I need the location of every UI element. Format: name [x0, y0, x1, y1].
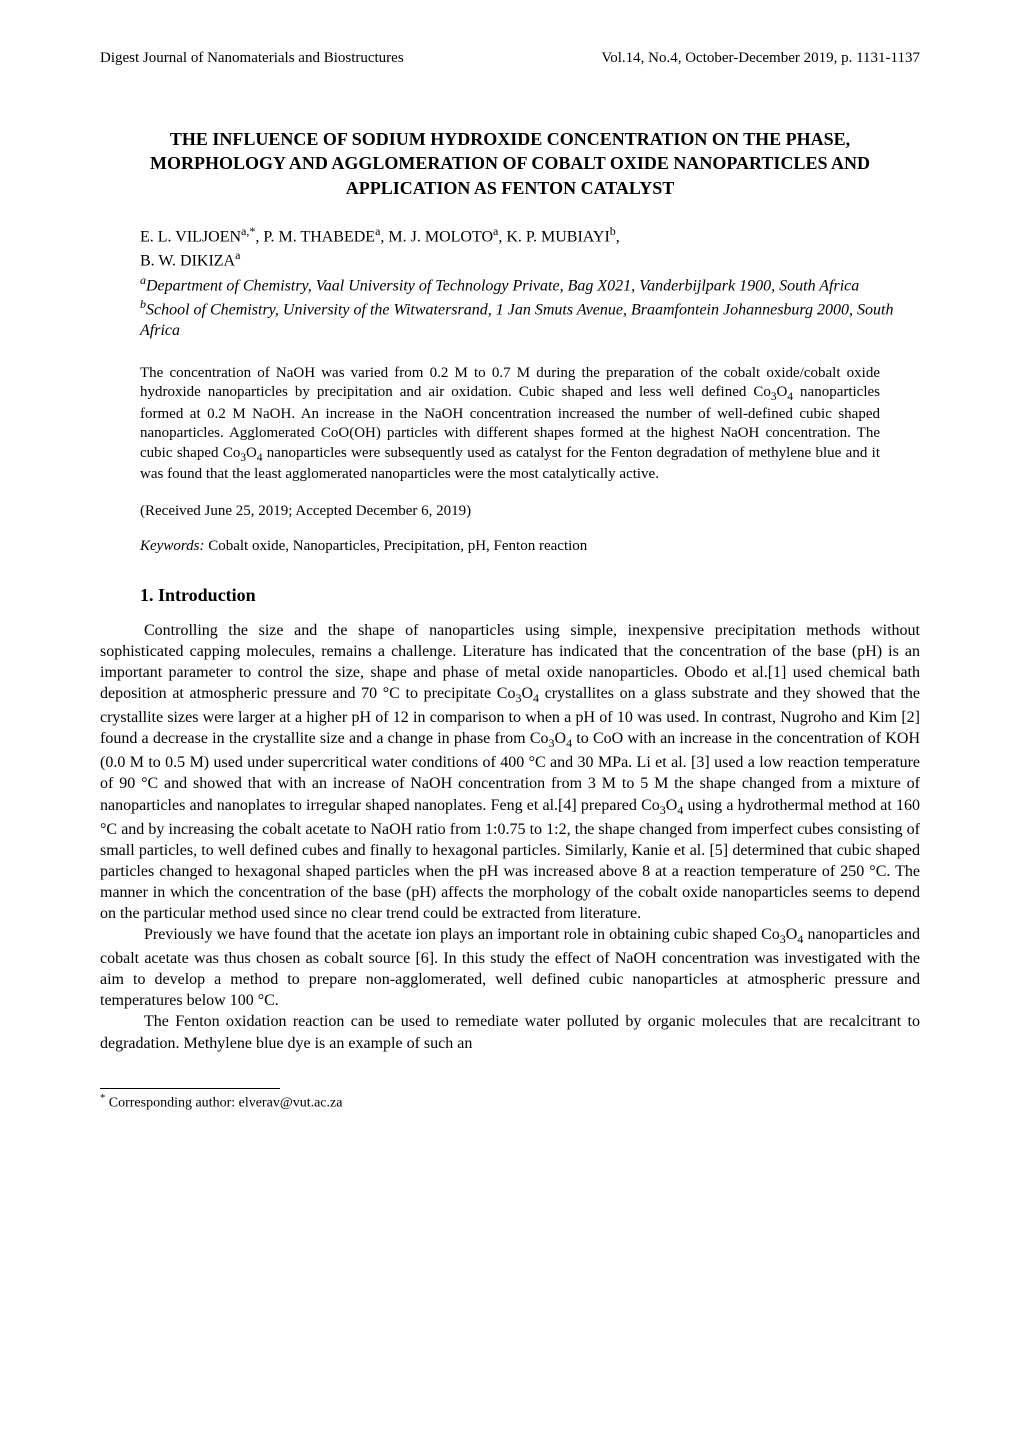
keywords-text: Cobalt oxide, Nanoparticles, Precipitati…	[204, 538, 587, 554]
footnote: * Corresponding author: elverav@vut.ac.z…	[100, 1093, 920, 1112]
keywords-label: Keywords:	[140, 538, 204, 554]
affil-b-text: School of Chemistry, University of the W…	[140, 301, 894, 339]
affil-sup: a	[235, 248, 240, 262]
author-dikiza: B. W. DIKIZA	[140, 253, 235, 270]
o-sym: O	[777, 384, 788, 400]
author-mubiayi: , K. P. MUBIAYI	[498, 228, 609, 245]
journal-name: Digest Journal of Nanomaterials and Bios…	[100, 50, 404, 67]
affiliation-a: aDepartment of Chemistry, Vaal Universit…	[140, 273, 920, 297]
footnote-rule	[100, 1088, 280, 1089]
keywords: Keywords: Cobalt oxide, Nanoparticles, P…	[140, 538, 880, 555]
o-sym: O	[666, 797, 678, 814]
o-sym: O	[555, 730, 567, 747]
authors-line-1: E. L. VILJOENa,*, P. M. THABEDEa, M. J. …	[140, 224, 920, 246]
paper-title: THE INFLUENCE OF SODIUM HYDROXIDE CONCEN…	[130, 127, 890, 200]
page-container: Digest Journal of Nanomaterials and Bios…	[0, 0, 1020, 1171]
intro-paragraph-1: Controlling the size and the shape of na…	[100, 620, 920, 924]
author-thabede: , P. M. THABEDE	[255, 228, 375, 245]
author-sep: ,	[616, 228, 620, 245]
author-moloto: , M. J. MOLOTO	[380, 228, 493, 245]
abstract-text: The concentration of NaOH was varied fro…	[140, 365, 880, 401]
body-text: The Fenton oxidation reaction can be use…	[100, 1013, 920, 1051]
o-sym: O	[786, 926, 798, 943]
submission-dates: (Received June 25, 2019; Accepted Decemb…	[140, 503, 880, 520]
o-sym: O	[246, 445, 257, 461]
footnote-text: Corresponding author: elverav@vut.ac.za	[105, 1095, 342, 1110]
section-heading-introduction: 1. Introduction	[140, 585, 920, 606]
running-header: Digest Journal of Nanomaterials and Bios…	[100, 50, 920, 67]
intro-paragraph-2: Previously we have found that the acetat…	[100, 924, 920, 1011]
body-text: using a hydrothermal method at 160 °C an…	[100, 797, 920, 922]
intro-paragraph-3: The Fenton oxidation reaction can be use…	[100, 1011, 920, 1053]
authors-line-2: B. W. DIKIZAa	[140, 248, 920, 270]
o-sym: O	[521, 685, 533, 702]
affiliation-b: bSchool of Chemistry, University of the …	[140, 297, 920, 342]
affil-sup: a,*	[241, 224, 255, 238]
issue-info: Vol.14, No.4, October-December 2019, p. …	[601, 50, 920, 67]
affil-a-text: Department of Chemistry, Vaal University…	[146, 277, 859, 294]
author-viljoen: E. L. VILJOEN	[140, 228, 241, 245]
body-text: Previously we have found that the acetat…	[144, 926, 780, 943]
abstract: The concentration of NaOH was varied fro…	[140, 364, 880, 485]
